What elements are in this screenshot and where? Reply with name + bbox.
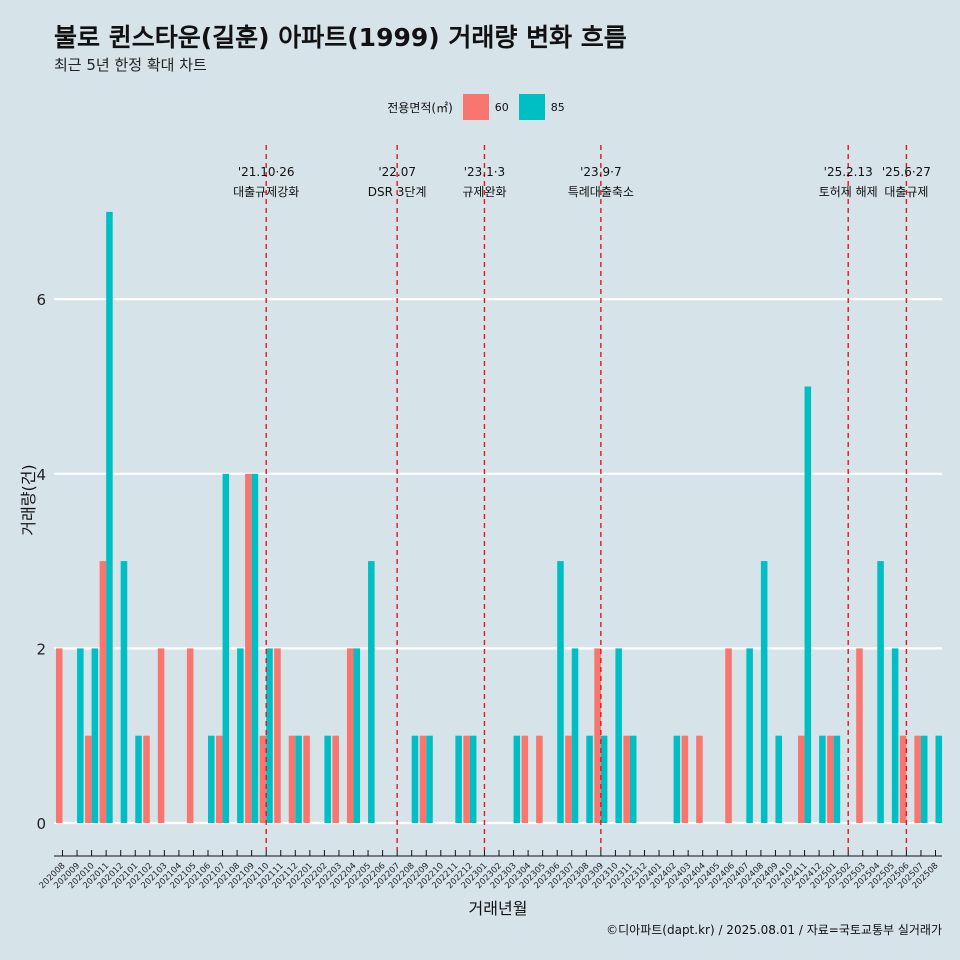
bar-85-202411 [804, 386, 812, 823]
bar-85-202106 [208, 735, 215, 823]
event-label: 규제완화 [462, 185, 506, 199]
bar-85-202009 [77, 648, 84, 823]
bar-85-202308 [586, 735, 593, 823]
x-axis-label: 거래년월 [469, 899, 528, 918]
bar-60-202411 [798, 735, 805, 823]
bar-85-202306 [557, 561, 564, 823]
bar-85-202011 [106, 211, 113, 823]
bar-85-202209 [426, 735, 433, 823]
bar-85-202109 [251, 473, 259, 823]
bar-85-202010 [91, 648, 99, 823]
bar-85-202504 [877, 561, 884, 823]
bar-85-202110 [266, 648, 273, 823]
bar-85-202108 [237, 648, 244, 823]
bar-60-202105 [186, 648, 194, 823]
bar-85-202107 [222, 473, 230, 823]
bar-60-202305 [536, 735, 543, 823]
bar-85-202101 [135, 735, 142, 823]
bar-60-202307 [565, 735, 572, 823]
event-label: DSR 3단계 [368, 185, 427, 199]
source-caption: ©디아파트(dapt.kr) / 2025.08.01 / 자료=국토교통부 실… [606, 923, 942, 937]
chart-title: 불로 퀸스타운(길훈) 아파트(1999) 거래량 변화 흐름 [54, 23, 627, 52]
bar-60-202501 [827, 735, 834, 823]
event-label: 대출규제강화 [233, 185, 299, 199]
y-tick-label: 2 [36, 640, 46, 658]
bar-85-202212 [469, 735, 477, 823]
legend-label-60: 60 [494, 100, 509, 114]
bar-85-202204 [353, 648, 361, 823]
bar-60-202201 [303, 735, 310, 823]
bar-60-202103 [157, 648, 165, 823]
bar-60-202109 [245, 473, 252, 823]
bar-60-202311 [623, 735, 630, 823]
bar-85-202202 [324, 735, 331, 823]
bar-60-202203 [332, 735, 339, 823]
bar-60-202507 [914, 735, 921, 823]
event-date: '23.1·3 [464, 165, 505, 179]
y-tick-label: 6 [36, 291, 46, 309]
y-tick-label: 0 [36, 815, 46, 833]
bar-60-202212 [463, 735, 470, 823]
bar-60-202102 [143, 735, 150, 823]
event-date: '25.6·27 [882, 165, 931, 179]
event-date: '23.9·7 [580, 165, 621, 179]
bar-85-202311 [629, 735, 637, 823]
bar-85-202409 [775, 735, 782, 823]
bar-85-202012 [120, 561, 128, 823]
y-axis-label: 거래량(건) [19, 464, 38, 535]
bar-60-202506 [899, 735, 907, 823]
bar-60-202503 [856, 648, 863, 823]
legend-title: 전용면적(㎡) [387, 100, 453, 115]
bar-85-202412 [819, 735, 826, 823]
bar-60-202011 [99, 561, 107, 823]
legend-key-60 [462, 94, 489, 120]
bar-60-202111 [274, 648, 281, 823]
event-label: 특례대출축소 [568, 185, 634, 199]
bar-60-202008 [55, 648, 63, 823]
event-label: 토허제 해제 [819, 185, 878, 199]
bar-60-202010 [85, 735, 92, 823]
bar-60-202209 [419, 735, 427, 823]
bar-60-202304 [521, 735, 529, 823]
bar-85-202408 [760, 561, 768, 823]
bar-85-202407 [746, 648, 753, 823]
y-tick-label: 4 [36, 466, 46, 484]
bar-85-202402 [673, 735, 681, 823]
bar-85-202112 [295, 735, 302, 823]
bar-60-202406 [725, 648, 732, 823]
bar-60-202204 [346, 648, 354, 823]
event-date: '21.10·26 [238, 165, 295, 179]
legend-label-85: 85 [550, 100, 565, 114]
bar-85-202310 [615, 648, 622, 823]
bar-85-202501 [833, 735, 841, 823]
event-label: 대출규제 [884, 185, 928, 199]
bar-85-202205 [368, 561, 375, 823]
bar-60-202112 [288, 735, 296, 823]
bar-60-202107 [216, 735, 223, 823]
bar-85-202208 [411, 735, 419, 823]
bar-60-202403 [681, 735, 689, 823]
bar-85-202309 [600, 735, 608, 823]
bar-85-202303 [513, 735, 521, 823]
bar-85-202508 [935, 735, 943, 823]
bar-60-202404 [696, 735, 703, 823]
event-date: '25.2.13 [824, 165, 873, 179]
event-date: '22.07 [378, 165, 416, 179]
chart-subtitle: 최근 5년 한정 확대 차트 [54, 56, 207, 74]
legend: 전용면적(㎡) 60 85 [0, 94, 960, 120]
bar-85-202505 [891, 648, 899, 823]
bar-85-202307 [571, 648, 579, 823]
bar-85-202211 [455, 735, 462, 823]
bar-60-202309 [594, 648, 601, 823]
legend-key-85 [518, 94, 545, 120]
bar-60-202110 [259, 735, 267, 823]
bar-85-202507 [920, 735, 928, 823]
